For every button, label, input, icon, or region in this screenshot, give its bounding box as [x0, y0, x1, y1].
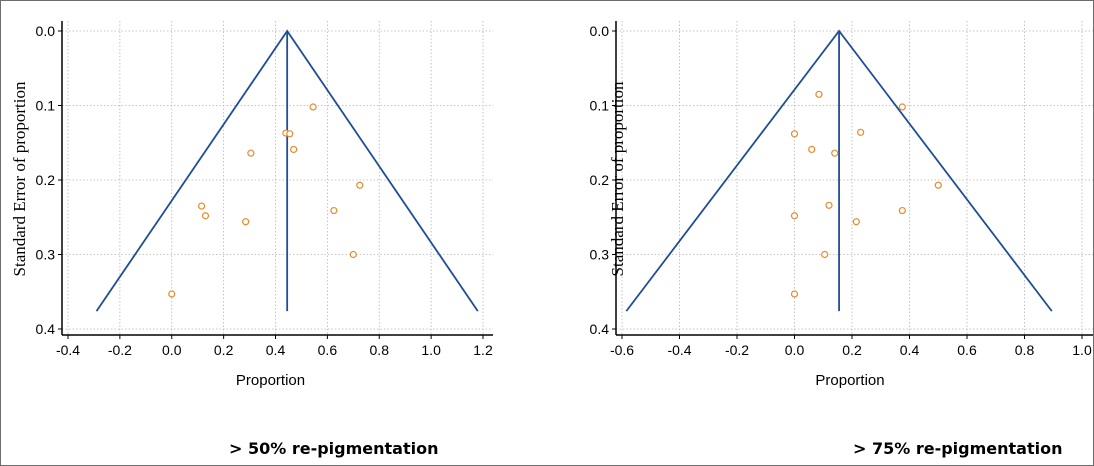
x-tick-label: -0.2 [725, 342, 749, 358]
x-tick-label: 1.0 [421, 342, 441, 358]
x-tick-label: 1.2 [473, 342, 493, 358]
y-tick-label: 0.2 [590, 172, 610, 188]
x-axis-label: Proportion [815, 372, 884, 389]
study-point [852, 218, 860, 226]
funnel-plot-right: -0.6 -0.4 -0.2 0.0 0.2 0.4 0.6 0.8 1.0 0.0 0.1 0.2 0… [590, 21, 1093, 389]
y-tick-label: 0.0 [36, 23, 56, 39]
y-tick-label: 0.4 [590, 321, 610, 337]
study-point [290, 145, 298, 154]
study-point [815, 90, 823, 98]
funnel-plot-left: -0.4 -0.2 0.0 0.2 0.4 0.6 0.8 1.0 1.2 0.0 0.1 0.2 0.… [10, 21, 493, 389]
study-point [356, 181, 364, 189]
x-tick-label: -0.6 [610, 342, 634, 358]
x-tick-label: -0.2 [108, 342, 132, 358]
study-point [898, 206, 906, 215]
study-point [831, 149, 839, 157]
y-axis-label: Standard Error of proportion [608, 81, 627, 276]
x-tick-label: 0.2 [842, 342, 862, 358]
study-point [934, 181, 942, 189]
x-tick-label: -0.4 [667, 342, 691, 358]
study-point [309, 103, 317, 111]
study-point [790, 130, 799, 138]
study-point [201, 212, 210, 220]
caption-right: > 75% re-pigmentation [853, 439, 1063, 458]
x-tick-label: 0.2 [214, 342, 234, 358]
x-tick-label: 0.0 [785, 342, 805, 358]
y-tick-label: 0.1 [36, 98, 56, 114]
x-tick-label: 0.8 [370, 342, 390, 358]
y-tick-label: 0.0 [590, 23, 610, 39]
x-tick-label: 1.0 [1072, 342, 1092, 358]
study-point [286, 130, 294, 138]
study-point [330, 206, 338, 215]
study-point [898, 103, 906, 111]
x-tick-label: -0.4 [56, 342, 80, 358]
y-tick-label: 0.2 [36, 172, 56, 188]
study-point [242, 218, 250, 226]
study-point [247, 149, 255, 157]
study-point [349, 250, 357, 259]
study-point [790, 290, 799, 298]
y-tick-label: 0.1 [590, 98, 610, 114]
x-tick-label: 0.6 [957, 342, 977, 358]
x-tick-label: 0.4 [900, 342, 920, 358]
y-axis-label: Standard Error of proportion [10, 81, 29, 276]
study-point [197, 202, 206, 210]
study-point [857, 128, 865, 136]
study-point [825, 201, 833, 209]
study-point [168, 290, 176, 298]
x-tick-label: 0.0 [162, 342, 182, 358]
y-tick-label: 0.4 [36, 321, 56, 337]
x-tick-label: 0.4 [266, 342, 286, 358]
caption-left: > 50% re-pigmentation [229, 439, 439, 458]
y-tick-label: 0.3 [590, 247, 610, 263]
study-point [821, 250, 829, 259]
x-tick-label: 0.8 [1015, 342, 1035, 358]
x-axis-label: Proportion [236, 372, 305, 389]
x-tick-label: 0.6 [318, 342, 338, 358]
study-point [808, 145, 816, 154]
y-tick-label: 0.3 [36, 247, 56, 263]
study-point [790, 212, 799, 220]
